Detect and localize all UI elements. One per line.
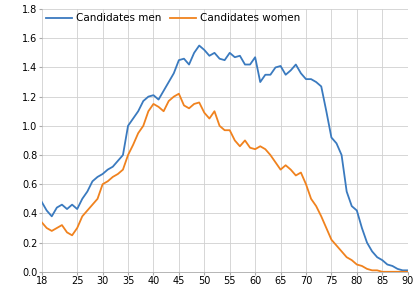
Candidates women [176, 92, 181, 95]
Candidates men [375, 255, 380, 259]
Line: Candidates men: Candidates men [42, 46, 408, 270]
Legend: Candidates men, Candidates women: Candidates men, Candidates women [44, 11, 302, 25]
Candidates women [380, 270, 385, 274]
Candidates men [197, 44, 202, 47]
Candidates men [400, 268, 405, 272]
Candidates men [359, 226, 364, 230]
Candidates women [227, 128, 232, 132]
Candidates women [405, 270, 410, 274]
Candidates men [121, 153, 126, 157]
Candidates men [405, 268, 410, 272]
Candidates men [39, 200, 44, 204]
Candidates women [161, 109, 166, 113]
Candidates women [349, 258, 354, 262]
Candidates women [39, 220, 44, 224]
Candidates women [375, 268, 380, 272]
Candidates women [121, 168, 126, 172]
Line: Candidates women: Candidates women [42, 94, 408, 272]
Candidates men [161, 89, 166, 93]
Candidates men [227, 51, 232, 55]
Candidates men [349, 204, 354, 208]
Candidates women [359, 264, 364, 268]
